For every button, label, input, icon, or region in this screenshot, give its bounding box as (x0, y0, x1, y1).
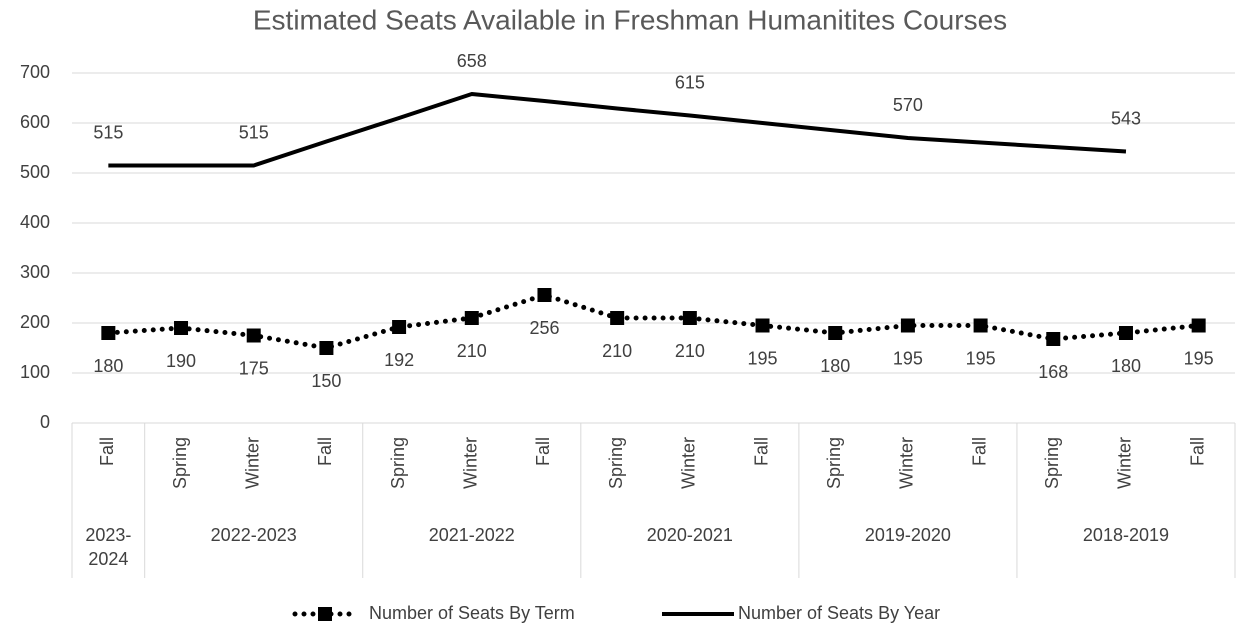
x-tick-label: Fall (315, 437, 335, 466)
y-tick-label: 500 (20, 162, 50, 182)
x-tick-label: Spring (1042, 437, 1062, 489)
x-tick-label: Fall (533, 437, 553, 466)
data-label: 180 (93, 356, 123, 376)
data-label: 168 (1038, 362, 1068, 382)
marker (1118, 326, 1133, 340)
y-tick-label: 700 (20, 62, 50, 82)
x-tick-label: Spring (388, 437, 408, 489)
marker (755, 318, 770, 333)
group-label: 2023-2024 (85, 525, 132, 569)
series-line (108, 92, 1127, 168)
data-label: 180 (1111, 356, 1141, 376)
x-tick-label: Spring (170, 437, 190, 489)
data-label: 543 (1111, 108, 1141, 128)
x-tick-label: Winter (1115, 437, 1135, 489)
marker (973, 318, 988, 333)
data-label: 210 (602, 341, 632, 361)
group-label: 2019-2020 (864, 525, 951, 545)
legend-label: Number of Seats By Term (369, 603, 575, 623)
y-tick-label: 300 (20, 262, 50, 282)
x-tick-label: Winter (461, 437, 481, 489)
data-label: 190 (166, 351, 196, 371)
y-tick-label: 400 (20, 212, 50, 232)
marker (537, 288, 552, 302)
data-label: 195 (748, 348, 778, 368)
x-tick-label: Fall (1187, 437, 1207, 466)
group-label: 2021-2022 (428, 525, 515, 545)
data-label: 195 (1184, 348, 1214, 368)
data-label: 615 (675, 72, 705, 92)
data-label: 175 (239, 358, 269, 378)
marker (319, 341, 334, 355)
marker (610, 311, 625, 325)
marker (828, 326, 843, 340)
data-label: 210 (675, 341, 705, 361)
series-line (105, 292, 1202, 351)
data-label: 658 (457, 51, 487, 71)
legend-marker (318, 607, 332, 621)
data-label: 210 (457, 341, 487, 361)
marker (1046, 332, 1061, 346)
group-label: 2022-2023 (210, 525, 297, 545)
marker (101, 326, 116, 340)
x-tick-label: Winter (242, 437, 262, 489)
data-label: 195 (966, 348, 996, 368)
data-label: 256 (529, 318, 559, 338)
data-label: 150 (311, 371, 341, 391)
data-label: 515 (93, 122, 123, 142)
data-label: 180 (820, 356, 850, 376)
x-tick-label: Fall (751, 437, 771, 466)
x-tick-label: Fall (97, 437, 117, 466)
y-tick-label: 600 (20, 112, 50, 132)
x-tick-label: Winter (897, 437, 917, 489)
marker (682, 311, 697, 325)
legend-label: Number of Seats By Year (738, 603, 940, 623)
marker (464, 311, 479, 325)
group-label: 2018-2019 (1082, 525, 1170, 545)
data-label: 570 (893, 95, 923, 115)
group-label: 2020-2021 (646, 525, 733, 545)
x-tick-label: Spring (824, 437, 844, 489)
y-tick-label: 0 (40, 412, 50, 432)
data-label: 515 (239, 122, 269, 142)
marker (1191, 318, 1206, 333)
y-tick-label: 100 (20, 362, 50, 382)
marker (900, 318, 915, 333)
x-tick-label: Spring (606, 437, 626, 489)
marker (246, 328, 261, 343)
chart-title: Estimated Seats Available in Freshman Hu… (253, 4, 1007, 35)
x-tick-label: Fall (969, 437, 989, 466)
x-tick-label: Winter (679, 437, 699, 489)
data-label: 192 (384, 350, 414, 370)
y-tick-label: 200 (20, 312, 50, 332)
marker (174, 321, 189, 335)
data-label: 195 (893, 348, 923, 368)
marker (392, 320, 407, 334)
